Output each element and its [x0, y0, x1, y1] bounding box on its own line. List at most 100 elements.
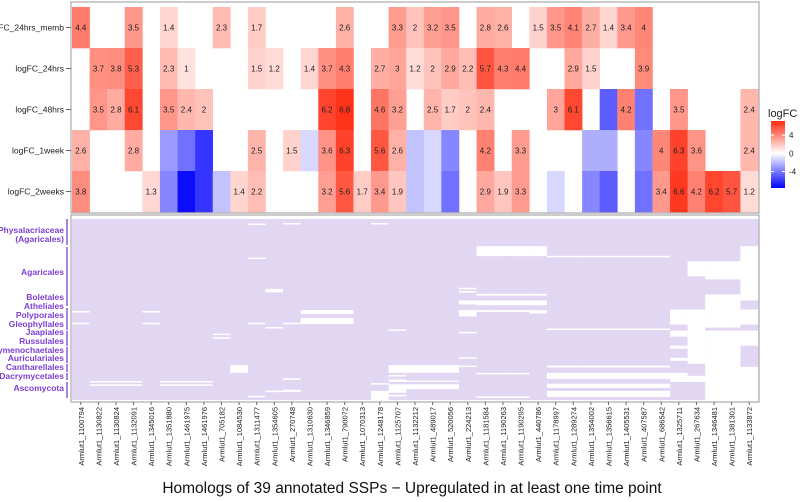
cell-value-label: 3.2 — [392, 106, 404, 115]
absent-homolog-band — [546, 365, 671, 368]
heatmap-cell — [406, 48, 425, 90]
heatmap-cell — [300, 130, 319, 172]
absent-homolog-band — [371, 390, 389, 400]
heatmap-cell — [705, 171, 724, 213]
absent-homolog-band — [458, 291, 477, 293]
heatmap-cell — [582, 48, 600, 90]
cell-value-label: 4 — [659, 147, 664, 156]
heatmap-cell — [406, 7, 425, 49]
heatmap-cell — [687, 171, 706, 213]
heatmap-cell — [72, 130, 90, 172]
column-label: Armlut1_1354605 — [270, 407, 279, 466]
heatmap-cell — [511, 130, 530, 172]
heatmap-cell — [634, 7, 653, 49]
presence-column — [72, 219, 90, 400]
x-axis-labels: Armlut1_1100794 Armlut1_1130822 Armlut1_11… — [77, 402, 754, 466]
heatmap-cell — [335, 130, 354, 172]
column-label: Armlut1_1311477 — [253, 407, 262, 466]
presence-column — [142, 219, 161, 400]
cell-value-label: 1 — [184, 65, 189, 74]
heatmap-cell — [476, 48, 495, 90]
column-label: Armlut1_1346859 — [323, 407, 332, 466]
heatmap-cell — [423, 7, 442, 49]
heatmap-cell — [582, 130, 600, 172]
heatmap-cell — [124, 7, 143, 49]
cell-value-label: 3.4 — [374, 188, 386, 197]
heatmap-cell — [511, 48, 530, 90]
absent-homolog-band — [247, 322, 266, 325]
heatmap-cell — [494, 48, 513, 90]
row-label: logFC_2weeks — [8, 187, 64, 197]
cell-value-label: 3.3 — [515, 147, 527, 156]
expression-heatmap: logFC_24hrs_memb logFC_24hrs logFC_48hrslo… — [0, 1, 760, 214]
heatmap-cell — [634, 171, 653, 213]
cell-value-label: 4.3 — [497, 65, 509, 74]
cell-value-label: 2 — [466, 106, 471, 115]
cell-value-label: 1.4 — [603, 24, 615, 33]
cell-value-label: 2.4 — [181, 106, 193, 115]
absent-homolog-band — [529, 310, 547, 314]
absent-homolog-band — [458, 365, 477, 368]
absent-homolog-band — [388, 329, 407, 331]
absent-homolog-band — [230, 365, 248, 373]
heatmap-cell — [335, 7, 354, 49]
presence-column — [529, 219, 548, 400]
cell-value-label: 4.6 — [374, 106, 386, 115]
column-label: Armlut1_440786 — [534, 407, 543, 462]
heatmap-cell — [599, 89, 618, 131]
cell-value-label: 3 — [395, 65, 400, 74]
absent-homolog-band — [388, 365, 459, 373]
heatmap-cell — [423, 48, 442, 90]
heatmap-cell — [441, 130, 460, 172]
heatmap-cell — [159, 48, 178, 90]
cell-value-label: 2.6 — [392, 147, 404, 156]
absent-homolog-band — [670, 345, 688, 349]
presence-column — [476, 219, 495, 400]
cell-value-label: 1.7 — [357, 188, 369, 197]
cell-value-label: 2.9 — [480, 188, 492, 197]
absent-homolog-band — [476, 372, 530, 375]
cell-value-label: 4.4 — [75, 24, 87, 33]
absent-homolog-band — [529, 246, 547, 257]
absent-homolog-band — [529, 293, 547, 296]
absent-homolog-band — [740, 330, 758, 346]
heatmap-cell — [406, 171, 425, 213]
heatmap-cell — [494, 7, 513, 49]
heatmap-cell — [177, 171, 196, 213]
presence-column — [511, 219, 530, 400]
heatmap-cell — [546, 7, 565, 49]
cell-value-label: 1.5 — [286, 147, 298, 156]
absent-homolog-band — [72, 311, 90, 313]
legend-tick-label: -4 — [789, 168, 797, 177]
heatmap-cell — [371, 89, 389, 131]
presence-column — [300, 219, 319, 400]
absent-homolog-band — [265, 326, 284, 329]
heatmap-cell — [159, 89, 178, 131]
heatmap-cell — [247, 130, 266, 172]
absent-homolog-band — [670, 357, 688, 361]
heatmap-cell — [441, 48, 460, 90]
cell-value-label: 3.7 — [321, 65, 333, 74]
cell-value-label: 3.6 — [691, 147, 703, 156]
column-label: Armlut1_1084530 — [235, 407, 244, 466]
absent-homolog-band — [476, 396, 530, 398]
presence-column — [546, 219, 565, 400]
heatmap-cell — [458, 48, 477, 90]
absent-homolog-band — [159, 380, 213, 383]
cell-value-label: 3.4 — [621, 24, 633, 33]
presence-column — [371, 219, 389, 400]
heatmap-cell — [599, 171, 618, 213]
presence-column — [230, 219, 249, 400]
presence-column — [283, 219, 301, 400]
absent-homolog-band — [546, 372, 671, 379]
cell-value-label: 2 — [413, 24, 418, 33]
column-label: Armlut1_1130822 — [94, 407, 103, 466]
absent-homolog-band — [476, 300, 530, 306]
absent-homolog-band — [388, 374, 407, 377]
heatmap-cell — [72, 7, 90, 49]
cell-value-label: 3.9 — [638, 65, 650, 74]
cell-value-label: 1.3 — [146, 188, 158, 197]
absent-homolog-band — [72, 322, 90, 325]
presence-column — [441, 219, 460, 400]
heatmap-cell — [617, 89, 636, 131]
